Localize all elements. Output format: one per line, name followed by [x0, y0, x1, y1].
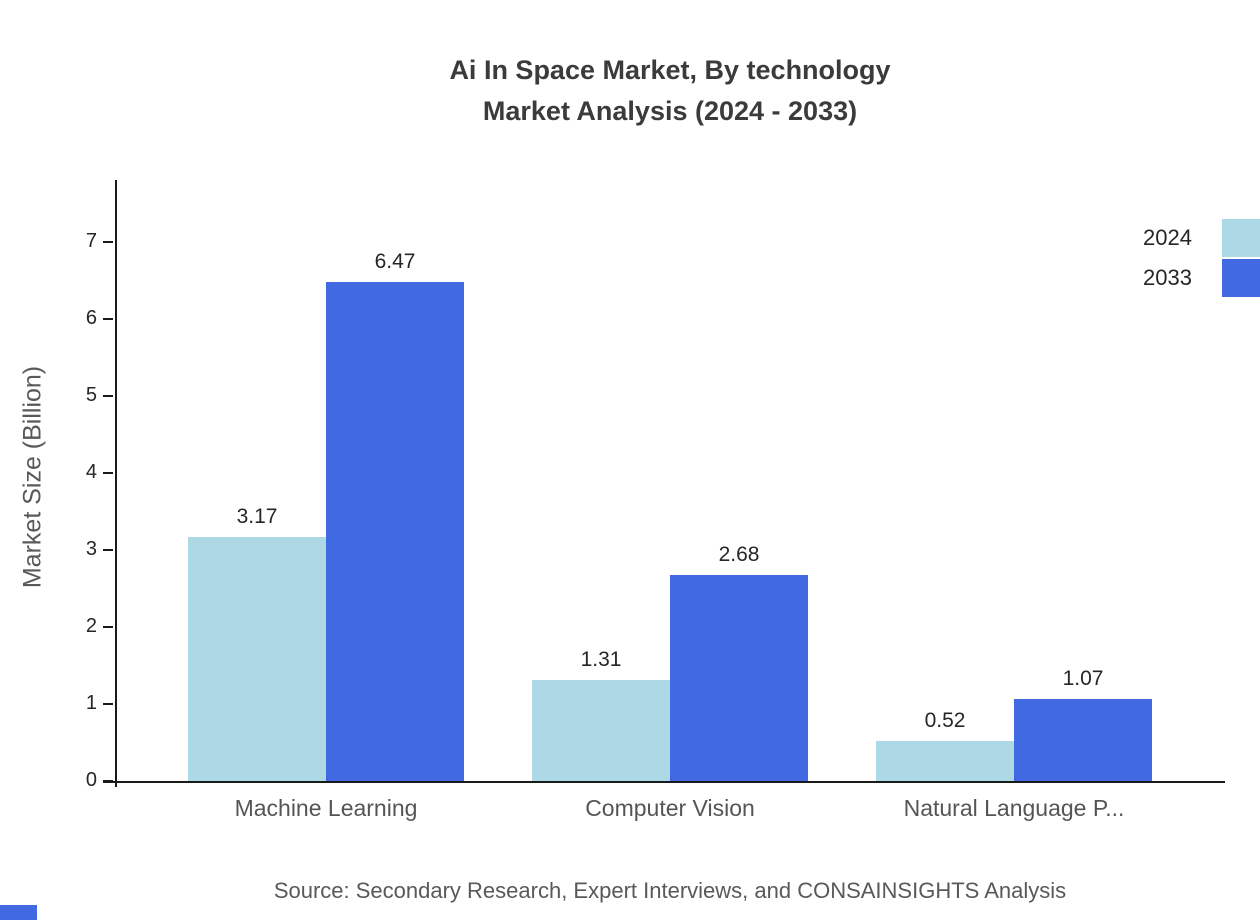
source-text: Source: Secondary Research, Expert Inter… — [273, 878, 1067, 903]
chart-title-line1: Ai In Space Market, By technology — [449, 55, 891, 85]
legend-label: 2033 — [1143, 265, 1192, 290]
y-tick-label: 0 — [85, 769, 97, 791]
legend-item: 2024 — [1143, 218, 1260, 258]
category-label: Machine Learning — [234, 795, 418, 821]
x-axis-line — [103, 781, 1225, 783]
bar-group: 3.17 6.47 Machine Learning — [188, 250, 464, 821]
y-tick-mark — [103, 317, 113, 320]
bar-group: 1.31 2.68 Computer Vision — [532, 543, 808, 821]
brand-corner-mark — [0, 905, 37, 920]
bar-series-2024 — [876, 740, 1014, 781]
y-tick-label: 7 — [85, 229, 97, 252]
bar-value-label: 3.17 — [236, 504, 278, 528]
bar-series-2024 — [532, 680, 670, 781]
bar-series-2024 — [188, 536, 326, 781]
category-label: Computer Vision — [585, 795, 755, 821]
bar-column: 0.52 — [876, 709, 1014, 781]
y-tick-mark — [103, 240, 113, 243]
bar-column: 6.47 — [326, 250, 464, 781]
legend-label: 2024 — [1143, 225, 1192, 250]
bar-groups: 3.17 6.47 Machine Learning 1.31 2.68 Computer… — [115, 180, 1225, 821]
chart-legend: 2024 2033 — [1143, 218, 1260, 298]
bar-series-2033 — [1014, 698, 1152, 781]
y-tick-label: 5 — [85, 383, 97, 406]
y-tick-label: 3 — [85, 537, 97, 560]
bar-value-label: 1.31 — [580, 648, 622, 672]
y-tick-mark — [103, 625, 113, 628]
bar-value-label: 0.52 — [924, 708, 966, 732]
bar-column: 2.68 — [670, 543, 808, 781]
y-tick-label: 2 — [85, 614, 97, 637]
y-axis-line — [115, 180, 117, 787]
chart-title: Ai In Space Market, By technology Market… — [115, 50, 1225, 132]
legend-item: 2033 — [1143, 258, 1260, 298]
bar-column: 1.07 — [1014, 667, 1152, 781]
legend-swatch — [1222, 259, 1260, 297]
y-tick-mark — [103, 471, 113, 474]
category-label: Natural Language P... — [903, 795, 1125, 821]
legend-swatch — [1222, 219, 1260, 257]
bar-column: 1.31 — [532, 648, 670, 781]
y-tick-mark — [103, 780, 113, 782]
bar-group: 0.52 1.07 Natural Language P... — [876, 667, 1152, 821]
y-tick-mark — [103, 548, 113, 551]
y-tick-label: 6 — [85, 306, 97, 329]
bar-value-label: 6.47 — [374, 250, 416, 274]
bar-series-2033 — [326, 282, 464, 781]
bar-column: 3.17 — [188, 505, 326, 781]
y-tick-mark — [103, 394, 113, 397]
y-tick-mark — [103, 702, 113, 705]
y-tick-label: 1 — [85, 691, 97, 714]
bar-value-label: 2.68 — [718, 542, 760, 566]
chart-title-line2: Market Analysis (2024 - 2033) — [482, 96, 858, 126]
y-tick-label: 4 — [85, 460, 97, 483]
bar-series-2033 — [670, 574, 808, 781]
bar-value-label: 1.07 — [1062, 666, 1104, 690]
